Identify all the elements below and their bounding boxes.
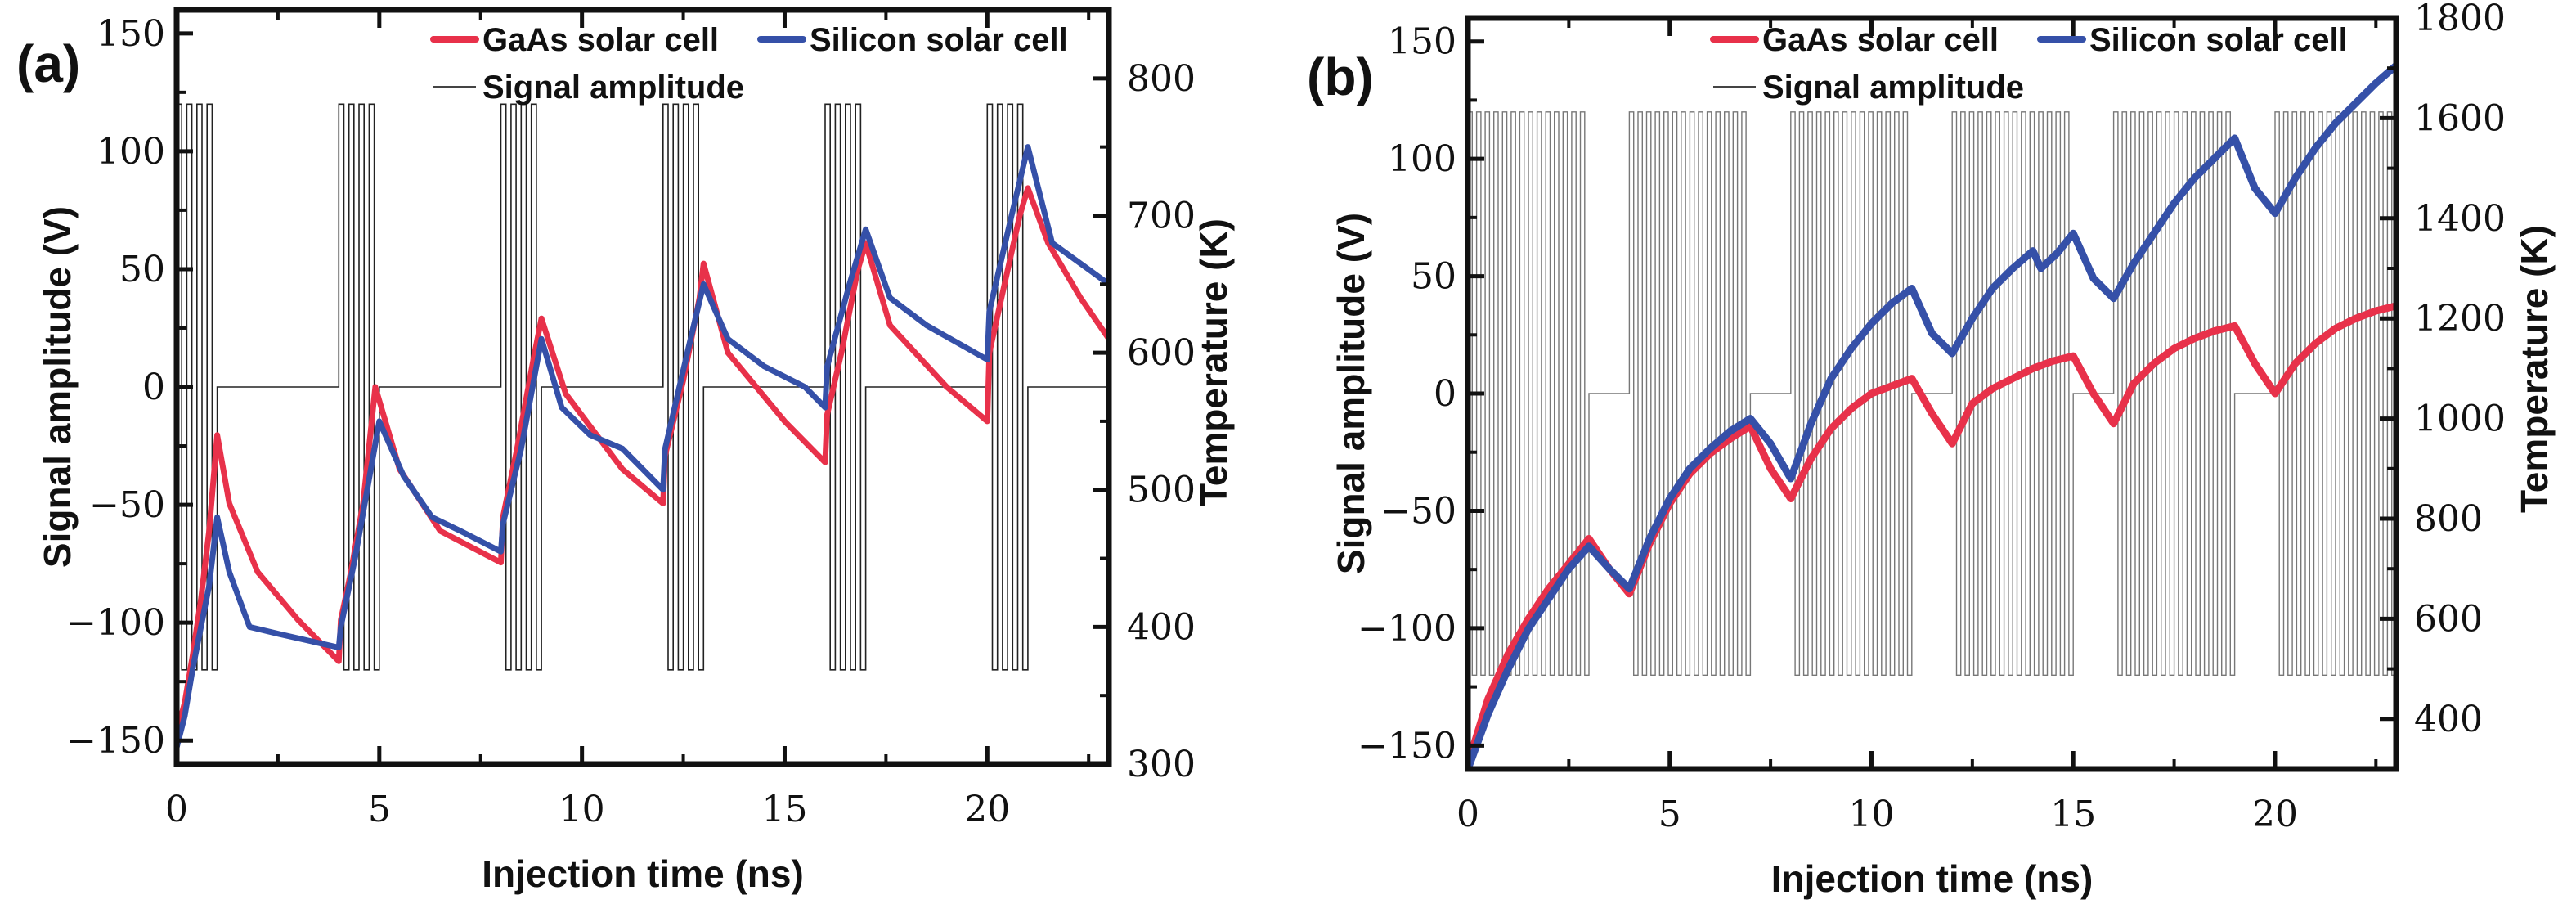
y-right-tick-label: 1400 xyxy=(2414,198,2506,240)
y-right-tick-label: 1800 xyxy=(2414,0,2506,39)
legend-label-signal: Signal amplitude xyxy=(482,70,744,106)
y-right-tick-label: 800 xyxy=(2414,498,2483,540)
legend-label-signal: Signal amplitude xyxy=(1762,70,2024,106)
y-left-tick-label: −100 xyxy=(1358,608,1456,650)
y-left-tick-label: −50 xyxy=(1380,490,1456,532)
x-axis-title: Injection time (ns) xyxy=(1771,857,2094,900)
y-left-tick-label: 100 xyxy=(96,131,165,173)
x-tick-label: 0 xyxy=(1456,794,1479,835)
y-left-tick-label: 100 xyxy=(1388,138,1456,180)
legend-label-silicon: Silicon solar cell xyxy=(2089,22,2348,58)
y-right-tick-label: 300 xyxy=(1127,744,1196,785)
panel-b: 0 5 10 15 20 −150 −100 −50 0 50 100 150 400 600 800 100… xyxy=(1307,0,2556,900)
x-tick-label: 15 xyxy=(2050,794,2096,835)
y-right-tick-label: 700 xyxy=(1127,195,1196,236)
legend: GaAs solar cell Silicon solar cell Signal … xyxy=(430,22,1068,106)
y-right-tick-label: 1600 xyxy=(2414,97,2506,139)
x-tick-label: 10 xyxy=(559,789,605,830)
series-silicon xyxy=(1468,62,2396,769)
y-right-tick-label: 1000 xyxy=(2414,398,2506,440)
series-signal-amplitude xyxy=(177,103,1109,671)
x-tick-label: 20 xyxy=(2252,794,2298,835)
panel-a: 0 5 10 15 20 −150 −100 −50 0 50 100 150 300 400 500 600… xyxy=(16,7,1235,895)
y-right-tick-label: 600 xyxy=(1127,332,1196,374)
y-left-tick-label: −150 xyxy=(66,720,165,762)
panel-label: (b) xyxy=(1307,47,1374,106)
legend-label-silicon: Silicon solar cell xyxy=(810,22,1068,58)
legend-label-gaas: GaAs solar cell xyxy=(1762,22,1999,58)
y-right-axis-title: Temperature (K) xyxy=(2513,225,2556,513)
y-left-tick-label: −150 xyxy=(1358,725,1456,767)
legend: GaAs solar cell Silicon solar cell Signal … xyxy=(1710,22,2348,106)
series-gaas xyxy=(177,185,1109,735)
series-silicon xyxy=(177,144,1109,749)
legend-label-gaas: GaAs solar cell xyxy=(482,22,719,58)
x-tick-label: 5 xyxy=(368,789,391,830)
y-left-tick-label: 150 xyxy=(96,13,165,55)
y-right-tick-label: 800 xyxy=(1127,58,1196,100)
x-tick-label: 10 xyxy=(1848,794,1894,835)
y-right-axis-title: Temperature (K) xyxy=(1192,218,1235,506)
panel-label: (a) xyxy=(16,34,80,93)
x-tick-label: 0 xyxy=(165,789,188,830)
y-left-tick-label: 50 xyxy=(1411,256,1456,298)
y-left-axis-title: Signal amplitude (V) xyxy=(36,206,79,568)
x-tick-label: 15 xyxy=(761,789,807,830)
x-axis-title: Injection time (ns) xyxy=(482,852,804,895)
x-tick-label: 5 xyxy=(1658,794,1681,835)
series-gaas xyxy=(1468,302,2396,766)
x-tick-label: 20 xyxy=(964,789,1010,830)
y-left-tick-label: 0 xyxy=(142,367,165,408)
y-left-tick-label: 150 xyxy=(1388,21,1456,63)
y-right-tick-label: 1200 xyxy=(2414,298,2506,340)
y-left-tick-label: −100 xyxy=(66,602,165,644)
y-left-tick-label: 0 xyxy=(1434,373,1456,415)
y-right-tick-label: 400 xyxy=(2414,699,2483,740)
y-left-axis-title: Signal amplitude (V) xyxy=(1330,213,1372,574)
series-signal-amplitude xyxy=(1468,111,2396,676)
y-right-tick-label: 600 xyxy=(2414,598,2483,640)
y-right-tick-label: 400 xyxy=(1127,606,1196,648)
y-left-tick-label: 50 xyxy=(119,249,165,290)
y-left-tick-label: −50 xyxy=(89,484,165,526)
y-right-tick-label: 500 xyxy=(1127,470,1196,511)
